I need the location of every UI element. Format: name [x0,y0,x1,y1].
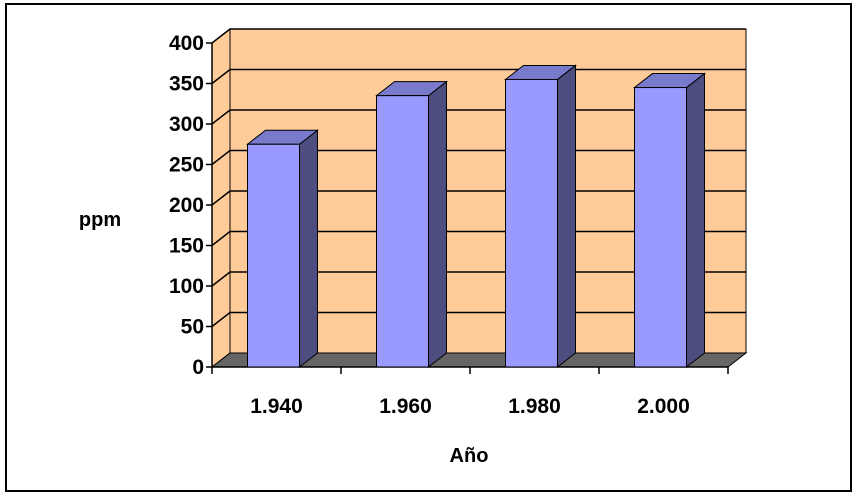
y-tick-label: 400 [169,32,204,55]
y-tick-label: 150 [169,235,204,258]
bar-front [505,78,558,368]
bars [246,64,706,369]
bar-side [428,80,447,369]
x-tick-label: 2.000 [637,395,690,418]
bar-1.960 [375,80,448,369]
y-tick-label: 300 [169,113,204,136]
x-tick-label: 1.960 [379,395,432,418]
gridline [211,28,746,44]
x-tick-label: 1.940 [250,395,303,418]
y-axis-title: ppm [79,209,121,231]
y-tick-label: 50 [181,316,204,339]
x-tick-labels: 1.940 1.960 1.980 2.000 [250,395,690,418]
x-axis-title: Año [450,445,489,467]
x-tick-label: 1.980 [508,395,561,418]
bar-side [686,72,705,369]
bar-front [247,143,300,368]
bar-side [557,64,576,369]
y-tick-label: 350 [169,73,204,96]
y-tick-label: 250 [169,154,204,177]
bar-1.940 [246,129,319,369]
bar-2.000 [633,72,706,369]
y-tick-labels: 0 50 100 150 200 250 300 350 400 [169,32,204,379]
y-tick-label: 200 [169,194,204,217]
bar-front [376,95,429,368]
bar-side [299,129,318,369]
y-tick-label: 100 [169,275,204,298]
bar-1.980 [504,64,577,369]
y-tick-label: 0 [192,356,204,379]
bar-front [634,87,687,368]
